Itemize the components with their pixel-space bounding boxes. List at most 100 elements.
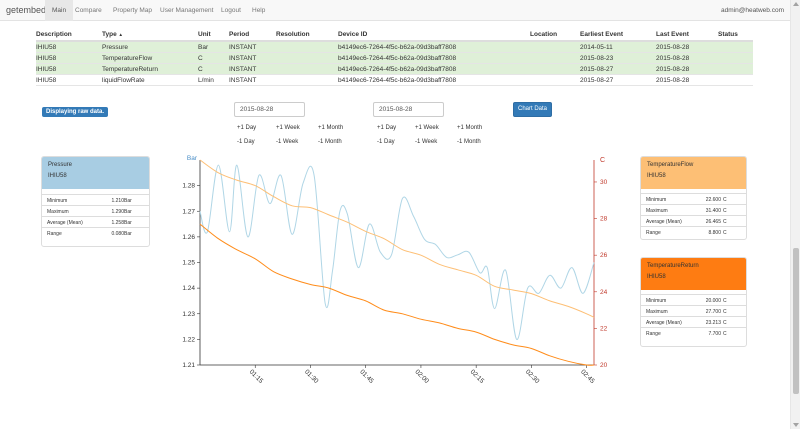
left-tick-label: 1.25 bbox=[182, 260, 195, 267]
right-tick-label: 20 bbox=[600, 362, 608, 369]
right-tick-label: 30 bbox=[600, 179, 608, 186]
stat-label: Maximum bbox=[47, 209, 69, 215]
stat-label: Minimum bbox=[47, 198, 68, 204]
col-location[interactable]: Location bbox=[530, 31, 558, 38]
stat-unit: Bar bbox=[124, 231, 132, 237]
stat-value: 7.700 bbox=[708, 331, 721, 337]
right-tick-label: 24 bbox=[600, 289, 608, 296]
stat-value: 8.800 bbox=[708, 230, 721, 236]
table-row[interactable]: IHIU58 Pressure Bar INSTANT b4149ec6-726… bbox=[36, 42, 753, 53]
nav-property-map[interactable]: Property Map bbox=[113, 7, 153, 14]
chart-data-button[interactable]: Chart Data bbox=[513, 102, 552, 117]
flow-panel-device: IHIU58 bbox=[647, 173, 666, 179]
end-minus-week-link[interactable]: -1 Week bbox=[415, 139, 438, 145]
scroll-down-arrow-icon[interactable] bbox=[793, 423, 799, 427]
table-row[interactable]: IHIU58 TemperatureFlow C INSTANT b4149ec… bbox=[36, 53, 753, 64]
start-minus-day-link[interactable]: -1 Day bbox=[237, 139, 255, 145]
col-period[interactable]: Period bbox=[229, 31, 250, 38]
col-earliest-event[interactable]: Earliest Event bbox=[580, 31, 623, 38]
nav-compare[interactable]: Compare bbox=[75, 7, 102, 14]
cell-earliest-event: 2015-08-27 bbox=[580, 77, 614, 84]
end-minus-day-link[interactable]: -1 Day bbox=[377, 139, 395, 145]
cell-last-event: 2015-08-28 bbox=[656, 77, 690, 84]
stat-row-average: Average (Mean) 1.258 Bar bbox=[42, 216, 149, 227]
navbar: getembed Main Compare Property Map User … bbox=[0, 0, 790, 21]
start-minus-week-link[interactable]: -1 Week bbox=[276, 139, 299, 145]
flow-panel-heading: TemperatureFlow IHIU58 bbox=[641, 157, 746, 189]
table-row[interactable]: IHIU58 TemperatureReturn C INSTANT b4149… bbox=[36, 64, 753, 75]
nav-logout[interactable]: Logout bbox=[221, 7, 241, 14]
start-plus-day-link[interactable]: +1 Day bbox=[237, 125, 257, 131]
stat-value: 31.400 bbox=[705, 208, 721, 214]
stat-value: 26.465 bbox=[705, 219, 721, 225]
col-description[interactable]: Description bbox=[36, 31, 72, 38]
stat-row-minimum: Minimum 22.600 C bbox=[641, 193, 746, 204]
user-account-link[interactable]: admin@heatweb.com bbox=[721, 7, 784, 14]
page-scrollbar[interactable] bbox=[790, 0, 800, 429]
stat-row-maximum: Maximum 31.400 C bbox=[641, 204, 746, 215]
stat-unit: C bbox=[723, 309, 727, 315]
nav-help[interactable]: Help bbox=[252, 7, 266, 14]
cell-description: IHIU58 bbox=[36, 77, 57, 84]
col-last-event[interactable]: Last Event bbox=[656, 31, 689, 38]
nav-user-management[interactable]: User Management bbox=[160, 7, 214, 14]
cell-period: INSTANT bbox=[229, 66, 257, 73]
start-plus-month-link[interactable]: +1 Month bbox=[318, 125, 344, 131]
left-tick-label: 1.24 bbox=[182, 285, 195, 292]
pressure-panel-heading: Pressure IHIU58 bbox=[42, 157, 149, 189]
stat-row-range: Range 8.800 C bbox=[641, 226, 746, 237]
left-axis-label: Bar bbox=[187, 155, 198, 162]
return-panel-title: TemperatureReturn bbox=[647, 263, 699, 269]
table-row[interactable]: IHIU58 liquidFlowRate L/min INSTANT b414… bbox=[36, 75, 753, 86]
brand-logo[interactable]: getembed bbox=[6, 5, 47, 15]
start-plus-week-link[interactable]: +1 Week bbox=[276, 125, 300, 131]
stat-label: Range bbox=[47, 231, 62, 237]
stat-label: Average (Mean) bbox=[646, 320, 682, 326]
stat-value: 22.600 bbox=[705, 197, 721, 203]
stat-unit: C bbox=[723, 331, 727, 337]
time-series-chart: 1.21 1.22 1.23 1.24 1.25 1.26 1.27 1.28 Bar 20 22 2… bbox=[182, 155, 608, 385]
cell-type: liquidFlowRate bbox=[102, 77, 145, 84]
start-minus-month-link[interactable]: -1 Month bbox=[318, 139, 342, 145]
stat-row-range: Range 0.080 Bar bbox=[42, 227, 149, 238]
cell-period: INSTANT bbox=[229, 44, 257, 51]
stat-row-minimum: Minimum 1.210 Bar bbox=[42, 194, 149, 205]
stat-row-range: Range 7.700 C bbox=[641, 327, 746, 338]
pressure-stats-panel: Pressure IHIU58 Minimum 1.210 Bar Maximu… bbox=[41, 156, 150, 247]
return-panel-heading: TemperatureReturn IHIU58 bbox=[641, 258, 746, 290]
scroll-up-arrow-icon[interactable] bbox=[793, 2, 799, 6]
left-tick-label: 1.21 bbox=[182, 362, 195, 369]
end-date-input[interactable]: 2015-08-28 bbox=[373, 102, 444, 117]
stat-value: 23.213 bbox=[705, 320, 721, 326]
temperature-return-stats-panel: TemperatureReturn IHIU58 Minimum 20.000 … bbox=[640, 257, 747, 347]
nav-main[interactable]: Main bbox=[45, 0, 74, 21]
cell-unit: L/min bbox=[198, 77, 214, 84]
col-resolution[interactable]: Resolution bbox=[276, 31, 310, 38]
cell-description: IHIU58 bbox=[36, 66, 57, 73]
end-plus-day-link[interactable]: +1 Day bbox=[377, 125, 397, 131]
col-type[interactable]: Type ▲ bbox=[102, 31, 123, 38]
end-minus-month-link[interactable]: -1 Month bbox=[457, 139, 481, 145]
stat-label: Minimum bbox=[646, 298, 667, 304]
col-unit[interactable]: Unit bbox=[198, 31, 211, 38]
end-plus-month-link[interactable]: +1 Month bbox=[457, 125, 483, 131]
scrollbar-thumb[interactable] bbox=[793, 248, 799, 394]
series-line-temperaturereturn bbox=[199, 223, 595, 366]
cell-last-event: 2015-08-28 bbox=[656, 44, 690, 51]
cell-device-id: b4149ec6-7264-4f5c-b62a-09d3baff7808 bbox=[338, 77, 457, 84]
stat-unit: C bbox=[723, 197, 727, 203]
stat-unit: C bbox=[723, 298, 727, 304]
left-tick-label: 1.27 bbox=[182, 208, 195, 215]
cell-device-id: b4149ec6-7264-4f5c-b62a-09d3baff7808 bbox=[338, 66, 457, 73]
end-plus-week-link[interactable]: +1 Week bbox=[415, 125, 439, 131]
cell-period: INSTANT bbox=[229, 77, 257, 84]
left-tick-label: 1.28 bbox=[182, 183, 195, 190]
col-status[interactable]: Status bbox=[718, 31, 738, 38]
start-date-input[interactable]: 2015-08-28 bbox=[234, 102, 305, 117]
col-device-id[interactable]: Device ID bbox=[338, 31, 368, 38]
sort-asc-icon: ▲ bbox=[118, 32, 123, 37]
cell-type: TemperatureReturn bbox=[102, 66, 158, 73]
stat-label: Average (Mean) bbox=[646, 219, 682, 225]
cell-last-event: 2015-08-28 bbox=[656, 66, 690, 73]
stat-value: 0.080 bbox=[111, 231, 124, 237]
